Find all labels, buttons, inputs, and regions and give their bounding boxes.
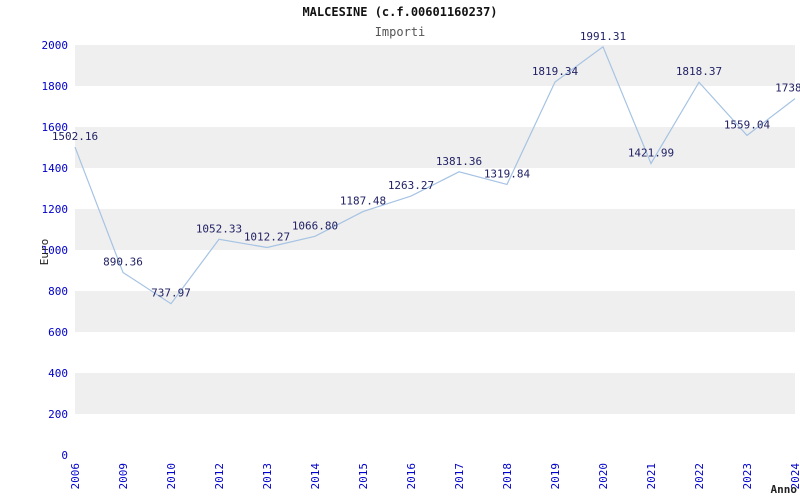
svg-text:2009: 2009 xyxy=(117,463,130,490)
svg-text:2010: 2010 xyxy=(165,463,178,490)
svg-text:1991.31: 1991.31 xyxy=(580,30,626,43)
svg-text:400: 400 xyxy=(48,367,68,380)
svg-text:1052.33: 1052.33 xyxy=(196,222,242,235)
svg-text:1600: 1600 xyxy=(42,121,69,134)
svg-text:800: 800 xyxy=(48,285,68,298)
svg-text:600: 600 xyxy=(48,326,68,339)
svg-text:1818.37: 1818.37 xyxy=(676,65,722,78)
svg-text:1738.4: 1738.4 xyxy=(775,82,800,95)
svg-text:2013: 2013 xyxy=(261,463,274,490)
svg-text:2018: 2018 xyxy=(501,463,514,490)
svg-text:1012.27: 1012.27 xyxy=(244,230,290,243)
background-bands xyxy=(75,45,795,414)
chart-title: MALCESINE (c.f.00601160237) xyxy=(302,5,498,19)
svg-text:890.36: 890.36 xyxy=(103,255,143,268)
svg-text:2023: 2023 xyxy=(741,463,754,490)
svg-text:2024: 2024 xyxy=(789,463,800,490)
svg-text:1066.80: 1066.80 xyxy=(292,219,338,232)
chart-subtitle: Importi xyxy=(374,25,426,39)
svg-text:1400: 1400 xyxy=(42,162,69,175)
svg-text:2019: 2019 xyxy=(549,463,562,490)
svg-text:1559.04: 1559.04 xyxy=(724,118,771,131)
svg-text:1421.99: 1421.99 xyxy=(628,146,674,159)
y-axis-tick-labels: 0 200 400 600 800 1000 1200 1400 1600 1800 2000 xyxy=(42,39,69,462)
svg-text:2000: 2000 xyxy=(42,39,69,52)
svg-text:1819.34: 1819.34 xyxy=(532,65,579,78)
svg-text:1381.36: 1381.36 xyxy=(436,155,482,168)
svg-text:2014: 2014 xyxy=(309,463,322,490)
svg-text:0: 0 xyxy=(61,449,68,462)
x-axis-title: Anno xyxy=(771,483,798,496)
svg-text:2021: 2021 xyxy=(645,463,658,490)
svg-text:2012: 2012 xyxy=(213,463,226,490)
svg-text:2022: 2022 xyxy=(693,463,706,490)
svg-text:1800: 1800 xyxy=(42,80,69,93)
x-axis-tick-labels: 2006 2009 2010 2012 2013 2014 2015 2016 2017 2018… xyxy=(69,463,800,490)
data-line xyxy=(74,45,796,305)
svg-text:1319.84: 1319.84 xyxy=(484,167,531,180)
svg-text:2016: 2016 xyxy=(405,463,418,490)
y-axis-title: Euro xyxy=(38,239,51,266)
svg-text:2015: 2015 xyxy=(357,463,370,490)
svg-text:2017: 2017 xyxy=(453,463,466,490)
svg-text:1000: 1000 xyxy=(42,244,69,257)
svg-text:1502.16: 1502.16 xyxy=(52,130,98,143)
svg-text:1187.48: 1187.48 xyxy=(340,195,386,208)
svg-text:200: 200 xyxy=(48,408,68,421)
svg-text:2006: 2006 xyxy=(69,463,82,490)
svg-text:2020: 2020 xyxy=(597,463,610,490)
point-value-labels: 1502.16 890.36 737.97 1052.331012.271066.80… xyxy=(52,30,800,300)
svg-text:1263.27: 1263.27 xyxy=(388,179,434,192)
svg-text:737.97: 737.97 xyxy=(151,287,191,300)
svg-text:1200: 1200 xyxy=(42,203,69,216)
